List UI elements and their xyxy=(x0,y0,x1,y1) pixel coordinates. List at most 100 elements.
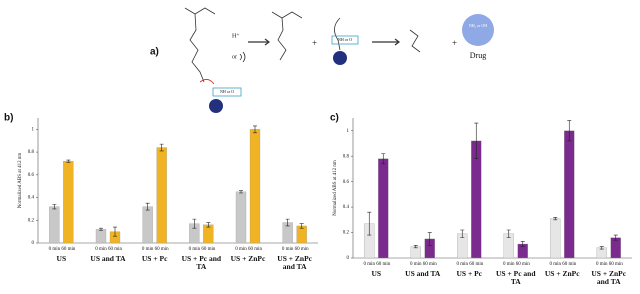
bar xyxy=(249,129,261,244)
error-bar xyxy=(239,190,243,194)
bar-label: 60 min xyxy=(562,262,577,267)
bar-label: 60 min xyxy=(248,247,263,252)
category-label: US + ZnPc and TA xyxy=(591,270,627,286)
y-tick-label: 0.8 xyxy=(28,150,35,155)
error-bar xyxy=(113,226,117,237)
bar-label: 0 min xyxy=(549,262,561,267)
error-bar xyxy=(145,202,150,211)
category-label: US + ZnPc xyxy=(230,255,266,263)
error-bar xyxy=(285,218,290,227)
category-label: US + ZnPc xyxy=(230,255,266,263)
scheme-text: NH or O xyxy=(338,37,352,42)
bar-label: 60 min xyxy=(201,247,216,252)
category-label: US xyxy=(56,255,67,263)
error-bar xyxy=(381,153,386,165)
error-bar xyxy=(206,222,211,228)
category-label: US xyxy=(371,270,382,278)
bar-label: 60 min xyxy=(469,262,484,267)
bar xyxy=(378,158,389,259)
arrow-head xyxy=(394,38,400,46)
bar-label: 60 min xyxy=(423,262,438,267)
category-label: US + ZnPc and TA xyxy=(277,255,312,271)
category-label: US and TA xyxy=(405,270,441,278)
error-bar xyxy=(427,232,432,246)
plus-sign: + xyxy=(452,38,457,48)
panel-label: a) xyxy=(150,47,159,58)
category-label: US + ZnPc and TA xyxy=(591,270,627,286)
y-tick-label: 0.6 xyxy=(343,180,350,185)
bar xyxy=(550,218,561,259)
bar-label: 60 min xyxy=(155,247,170,252)
bar xyxy=(142,206,153,244)
category-label: US + Pc xyxy=(456,270,483,278)
scheme-text: NH₂ or OH xyxy=(469,23,487,28)
scheme-text: Drug xyxy=(470,51,486,60)
bar-label: 60 min xyxy=(295,247,310,252)
category-label: US xyxy=(371,270,382,278)
error-bar xyxy=(99,227,103,231)
error-bar xyxy=(474,122,479,160)
bar-label: 0 min xyxy=(142,247,154,252)
category-label: US + Pc and TA xyxy=(181,255,222,271)
error-bar xyxy=(66,159,71,163)
category-label: US + Pc xyxy=(142,255,168,262)
bar xyxy=(410,246,421,259)
bar-label: 0 min xyxy=(235,247,247,252)
error-bar xyxy=(159,143,164,152)
drug-sphere xyxy=(462,14,494,46)
bar xyxy=(49,206,60,244)
error-bar xyxy=(613,234,618,241)
plus-sign: + xyxy=(312,38,317,48)
bar-label: 0 min xyxy=(456,262,468,267)
error-bar xyxy=(460,229,465,238)
particle xyxy=(333,51,347,65)
error-bar xyxy=(52,204,57,210)
y-tick-label: 1 xyxy=(347,129,350,134)
bar-label: 0 min xyxy=(95,247,107,252)
category-label: US and TA xyxy=(90,255,126,263)
bar xyxy=(95,229,107,244)
bar-label: 0 min xyxy=(503,262,515,267)
bar-label: 60 min xyxy=(61,247,76,252)
bar-label: 0 min xyxy=(363,262,375,267)
y-tick-label: 0.4 xyxy=(343,205,350,210)
category-label: US and TA xyxy=(405,270,441,278)
bar-label: 60 min xyxy=(516,262,531,267)
bar xyxy=(156,147,167,244)
thiolactone xyxy=(409,29,421,53)
bar-label: 60 min xyxy=(108,247,123,252)
category-label: US xyxy=(56,255,67,263)
bar-label: 0 min xyxy=(282,247,294,252)
scheme-text: NH or O xyxy=(220,89,234,94)
y-tick-label: 1 xyxy=(32,128,35,133)
y-tick-label: 0.6 xyxy=(28,173,35,178)
bar-label: 0 min xyxy=(189,247,201,252)
scheme-text: or xyxy=(232,54,237,60)
category-label: US + Pc and TA xyxy=(496,270,536,286)
category-label: US + Pc xyxy=(456,270,483,278)
category-label: US + ZnPc xyxy=(545,270,580,277)
ultrasound-icon xyxy=(239,51,246,63)
category-label: US + Pc and TA xyxy=(496,270,536,286)
cleave-site xyxy=(199,79,215,85)
bar-label: 0 min xyxy=(410,262,422,267)
y-tick-label: 0.2 xyxy=(28,218,35,223)
y-tick-label: 0 xyxy=(347,256,350,261)
bar-label: 0 min xyxy=(596,262,608,267)
y-axis-label: Normalized ABS at 412 nm xyxy=(333,160,338,216)
category-label: US and TA xyxy=(90,255,126,263)
bar xyxy=(235,191,247,244)
error-bar xyxy=(253,125,257,134)
category-label: US + ZnPc and TA xyxy=(277,255,312,271)
error-bar xyxy=(567,120,572,142)
bar xyxy=(203,224,214,244)
y-tick-label: 0.8 xyxy=(343,154,350,159)
y-tick-label: 0.2 xyxy=(343,231,350,236)
bar-label: 60 min xyxy=(609,262,624,267)
category-label: US + Pc and TA xyxy=(181,255,222,271)
error-bar xyxy=(367,211,372,236)
error-bar xyxy=(299,223,304,229)
bar xyxy=(610,237,621,259)
error-bar xyxy=(192,218,197,229)
